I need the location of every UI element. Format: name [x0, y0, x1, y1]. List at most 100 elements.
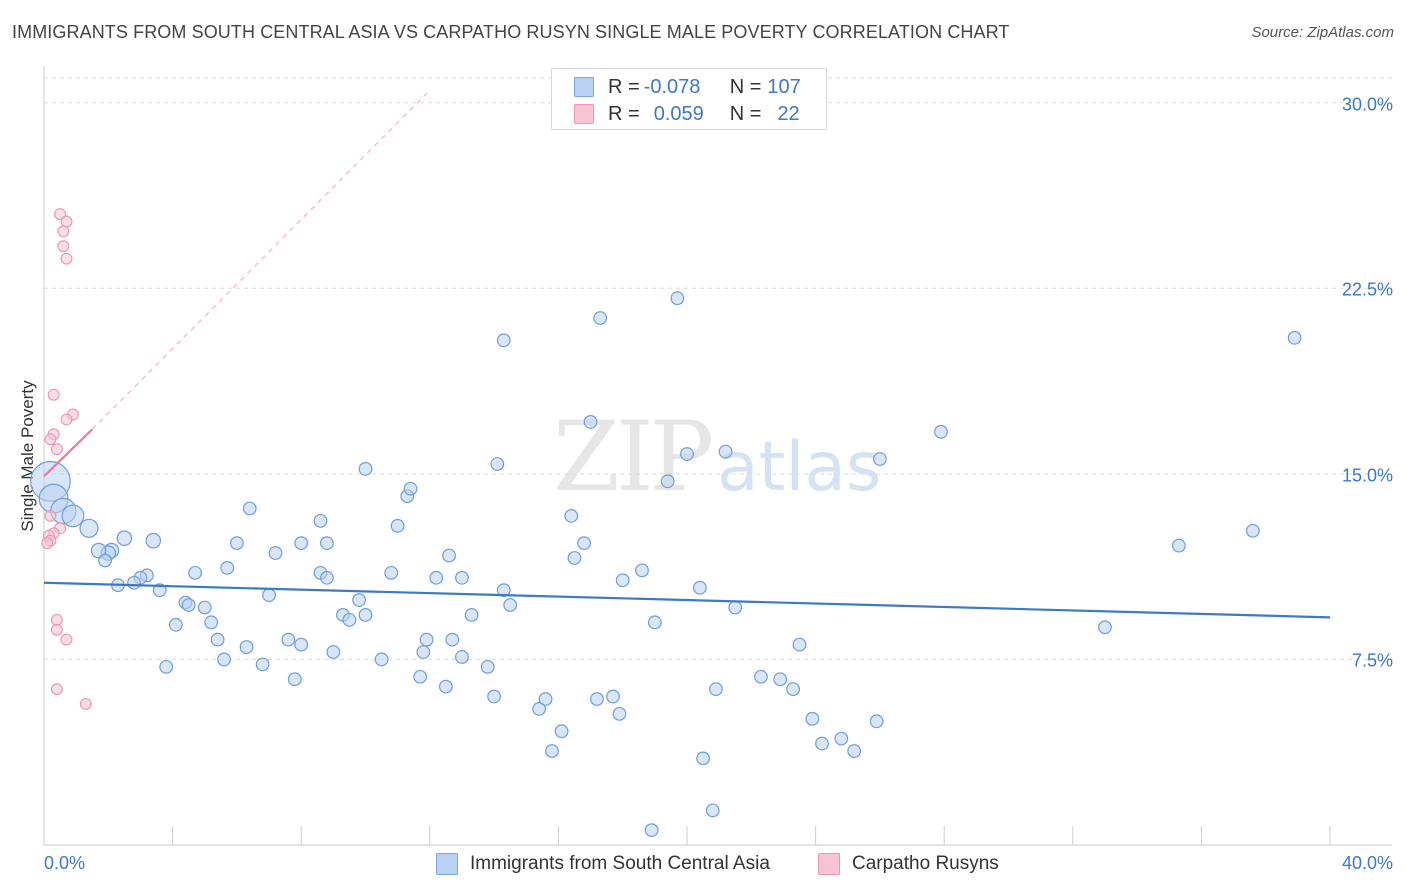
blue-point-57 [442, 548, 456, 563]
blue-point-43 [358, 608, 373, 622]
blue-point-78 [615, 573, 630, 588]
source-label: Source: ZipAtlas.com [1251, 24, 1394, 41]
blue-point-98 [869, 714, 884, 729]
blue-point-94 [805, 711, 820, 726]
blue-point-65 [490, 457, 505, 471]
blue-point-51 [413, 669, 428, 684]
blue-point-73 [583, 415, 598, 429]
blue-point-92 [786, 682, 800, 697]
blue-point-56 [445, 632, 460, 647]
blue-point-70 [554, 724, 569, 739]
blue-point-60 [464, 608, 479, 622]
blue-point-80 [647, 615, 662, 630]
blue-point-104 [1287, 330, 1302, 345]
blue-point-54 [429, 570, 444, 585]
blue-point-84 [692, 580, 707, 595]
legend-pink-n-label: N = [729, 102, 762, 125]
legend-row-pink: R = 0.059 N = 22 [574, 101, 800, 127]
blue-point-10 [98, 553, 112, 568]
pink-point-3 [57, 240, 70, 253]
blue-point-9 [90, 542, 107, 559]
blue-point-3 [61, 504, 85, 528]
blue-point-102 [1171, 538, 1186, 553]
blue-point-55 [438, 679, 453, 694]
blue-point-66 [496, 333, 511, 348]
blue-point-64 [503, 598, 518, 612]
blue-point-42 [352, 593, 366, 607]
blue-point-52 [416, 645, 431, 659]
legend-pink-n-value: 22 [777, 102, 800, 125]
legend-swatch-pink [574, 104, 594, 124]
stats-legend: R = -0.078 N = 107 R = 0.059 N = 22 [551, 68, 827, 130]
blue-point-69 [545, 744, 559, 758]
pink-point-9 [44, 433, 57, 446]
blue-point-67 [532, 702, 547, 716]
trend-line-blue [43, 581, 1331, 619]
blue-point-24 [159, 659, 174, 674]
blue-point-38 [320, 536, 334, 551]
blue-point-90 [754, 669, 768, 684]
blue-point-47 [384, 565, 399, 580]
series-legend-pink[interactable]: Carpatho Rusyns [818, 851, 999, 877]
blue-point-39 [313, 513, 328, 528]
blue-point-31 [268, 546, 283, 560]
blue-point-16 [188, 565, 203, 580]
blue-point-106 [577, 536, 592, 551]
blue-point-34 [287, 672, 302, 687]
blue-point-6 [145, 532, 162, 549]
blue-point-46 [358, 462, 373, 476]
blue-point-85 [696, 751, 710, 766]
blue-point-87 [709, 682, 723, 697]
pink-point-0 [54, 208, 67, 221]
legend-pink-r-value: 0.059 [653, 102, 704, 125]
y-tick-label-1: 15.0% [1341, 465, 1393, 486]
blue-point-59 [455, 570, 469, 585]
blue-point-103 [1245, 523, 1260, 538]
blue-point-19 [181, 598, 196, 612]
blue-point-26 [239, 640, 254, 654]
blue-point-74 [593, 311, 608, 325]
x-tick-min: 0.0% [44, 853, 86, 873]
series-swatch-pink [818, 853, 840, 875]
pink-point-7 [60, 413, 73, 426]
blue-point-68 [538, 692, 553, 706]
trend-line-pink-extended [91, 89, 431, 430]
blue-point-28 [262, 588, 276, 603]
blue-point-82 [670, 291, 685, 306]
blue-point-77 [590, 692, 604, 706]
blue-point-23 [210, 632, 225, 647]
series-name-pink: Carpatho Rusyns [852, 853, 999, 874]
blue-point-21 [204, 615, 219, 630]
blue-point-95 [815, 736, 829, 751]
blue-point-62 [487, 689, 502, 704]
blue-point-88 [718, 444, 733, 459]
blue-point-81 [660, 474, 675, 489]
legend-pink-r-label: R = [608, 102, 640, 125]
blue-point-100 [934, 424, 948, 439]
blue-point-83 [680, 447, 694, 461]
blue-point-36 [320, 570, 334, 585]
pink-point-5 [47, 388, 60, 401]
x-tick-max: 40.0% [1341, 853, 1393, 873]
blue-point-33 [294, 637, 309, 652]
blue-point-86 [705, 803, 720, 818]
blue-point-101 [1098, 620, 1112, 635]
blue-point-58 [455, 650, 469, 664]
pink-point-1 [60, 215, 73, 228]
blue-point-105 [644, 823, 659, 838]
blue-point-71 [564, 509, 579, 523]
blue-point-75 [606, 689, 620, 704]
blue-point-48 [390, 518, 405, 533]
series-legend-blue[interactable]: Immigrants from South Central Asia [436, 851, 770, 877]
blue-point-30 [229, 536, 244, 551]
pink-point-17 [50, 623, 63, 636]
legend-blue-n-value: 107 [767, 75, 801, 98]
pink-point-18 [60, 633, 73, 646]
blue-point-44 [326, 645, 341, 659]
pink-point-10 [50, 443, 63, 456]
blue-point-89 [728, 600, 743, 615]
blue-point-53 [419, 632, 434, 647]
blue-point-27 [255, 657, 270, 672]
watermark: ZIP atlas [553, 401, 881, 513]
legend-row-blue: R = -0.078 N = 107 [574, 74, 801, 100]
